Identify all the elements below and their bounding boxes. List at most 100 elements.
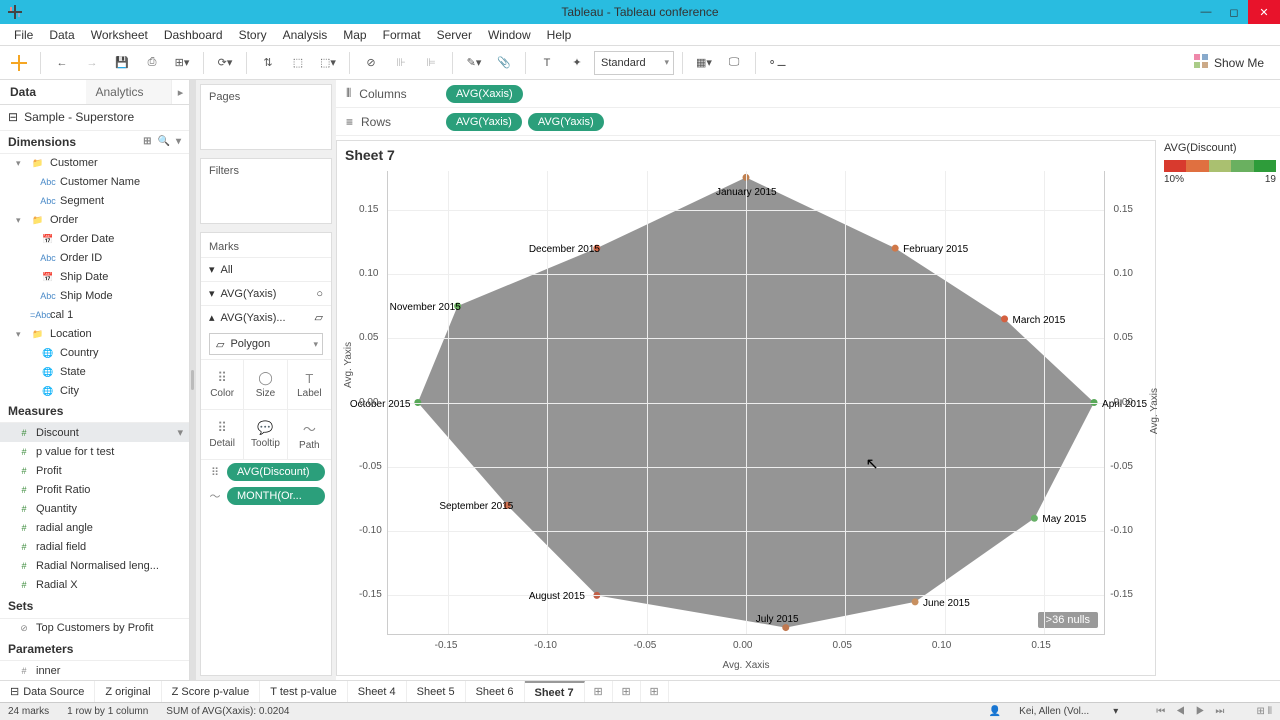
status-user[interactable]: Kei, Allen (Vol... <box>1019 706 1089 717</box>
new-dashboard-button[interactable]: ⊞ <box>613 681 641 702</box>
sheet-tab[interactable]: Z Score p-value <box>162 681 261 702</box>
pin-button[interactable]: 📎 <box>491 50 517 76</box>
totals-button[interactable]: ⊪ <box>388 50 414 76</box>
sheet-tab[interactable]: Sheet 5 <box>407 681 466 702</box>
refresh-button[interactable]: ⟳▾ <box>212 50 238 76</box>
menu-help[interactable]: Help <box>539 28 580 42</box>
dim-item[interactable]: AbcShip Mode <box>0 287 189 306</box>
nav-controls[interactable]: ⏮ ◀ ▶ ⏭ <box>1156 706 1228 717</box>
totals2-button[interactable]: ⊫ <box>418 50 444 76</box>
new-story-button[interactable]: ⊞ <box>641 681 669 702</box>
show-cards-button[interactable]: ▦▾ <box>691 50 717 76</box>
menu-data[interactable]: Data <box>41 28 82 42</box>
dim-item[interactable]: AbcOrder ID <box>0 249 189 268</box>
maximize-button[interactable]: ◻ <box>1220 0 1248 24</box>
pages-shelf[interactable]: Pages <box>200 84 332 150</box>
columns-pill[interactable]: AVG(Xaxis) <box>446 85 523 103</box>
rows-pill-2[interactable]: AVG(Yaxis) <box>528 113 604 131</box>
param-item[interactable]: #inner <box>0 661 189 680</box>
datasource-tab[interactable]: ⊟Data Source <box>0 681 95 702</box>
sheet-tab[interactable]: Sheet 6 <box>466 681 525 702</box>
show-me-button[interactable]: Show Me <box>1184 54 1274 71</box>
dim-item[interactable]: ▾📁Location <box>0 325 189 344</box>
present-button[interactable]: 🖵 <box>721 50 747 76</box>
viz-canvas[interactable]: Sheet 7 >36 nulls January 2015February 2… <box>336 140 1156 676</box>
dim-item[interactable]: 🌐City <box>0 382 189 400</box>
format-button[interactable]: ✦ <box>564 50 590 76</box>
menu-icon[interactable]: ▾ <box>176 136 181 147</box>
dim-item[interactable]: 🌐State <box>0 363 189 382</box>
datasource-row[interactable]: ⊟ Sample - Superstore <box>0 105 189 130</box>
mark-card-path[interactable]: 〜Path <box>288 410 331 460</box>
dim-item[interactable]: AbcSegment <box>0 192 189 211</box>
analytics-tab[interactable]: Analytics <box>86 80 172 104</box>
minimize-button[interactable]: — <box>1192 0 1220 24</box>
rows-pill-1[interactable]: AVG(Yaxis) <box>446 113 522 131</box>
sort-desc-button[interactable]: ⬚▾ <box>315 50 341 76</box>
marks-y2-row[interactable]: ▴AVG(Yaxis)...▱ <box>201 305 331 329</box>
measure-item[interactable]: #Profit Ratio <box>0 480 189 499</box>
filmstrip-icon[interactable]: ⊞ ⦀ <box>1256 706 1272 717</box>
mark-card-detail[interactable]: ⠿Detail <box>201 410 244 460</box>
measure-item[interactable]: #Quantity <box>0 499 189 518</box>
sheet-tab[interactable]: Z original <box>95 681 161 702</box>
measure-item[interactable]: #Profit <box>0 461 189 480</box>
save-button[interactable]: 💾 <box>109 50 135 76</box>
marktype-dropdown[interactable]: ▱Polygon <box>209 333 323 355</box>
nulls-badge[interactable]: >36 nulls <box>1038 612 1098 628</box>
share-button[interactable]: ⚬⚊ <box>764 50 790 76</box>
drag-handle[interactable] <box>190 80 196 680</box>
forward-button[interactable]: → <box>79 50 105 76</box>
swap-button[interactable]: ⇅ <box>255 50 281 76</box>
measure-item[interactable]: #Radial X <box>0 575 189 594</box>
back-button[interactable]: ← <box>49 50 75 76</box>
color-pill-row[interactable]: ⠿AVG(Discount) <box>201 460 331 484</box>
mark-card-size[interactable]: ◯Size <box>244 360 287 410</box>
menu-format[interactable]: Format <box>375 28 429 42</box>
menu-worksheet[interactable]: Worksheet <box>83 28 156 42</box>
group-button[interactable]: ⊘ <box>358 50 384 76</box>
fit-dropdown[interactable]: Standard <box>594 51 674 75</box>
new-datasource-button[interactable]: ⎙ <box>139 50 165 76</box>
dim-item[interactable]: AbcCustomer Name <box>0 173 189 192</box>
menu-map[interactable]: Map <box>335 28 374 42</box>
menu-window[interactable]: Window <box>480 28 539 42</box>
label-button[interactable]: T <box>534 50 560 76</box>
sort-asc-button[interactable]: ⬚ <box>285 50 311 76</box>
dim-item[interactable]: 📅Order Date <box>0 230 189 249</box>
measure-item[interactable]: #Discount▾ <box>0 423 189 442</box>
menu-dashboard[interactable]: Dashboard <box>156 28 231 42</box>
color-legend[interactable]: AVG(Discount) 10%19 <box>1160 136 1280 680</box>
search-icon[interactable]: 🔍 <box>158 136 170 147</box>
close-button[interactable]: ✕ <box>1248 0 1280 24</box>
dim-item[interactable]: ▾📁Order <box>0 211 189 230</box>
new-worksheet-button[interactable]: ⊞ <box>585 681 613 702</box>
data-tab[interactable]: Data <box>0 80 86 104</box>
view-icon[interactable]: ⊞ <box>143 136 151 147</box>
measure-item[interactable]: #radial field <box>0 537 189 556</box>
measure-item[interactable]: #radial angle <box>0 518 189 537</box>
rows-shelf[interactable]: ≡Rows AVG(Yaxis) AVG(Yaxis) <box>336 108 1280 136</box>
dim-item[interactable]: ▾📁Customer <box>0 154 189 173</box>
sheet-tab[interactable]: Sheet 7 <box>525 681 585 702</box>
path-pill-row[interactable]: 〜MONTH(Or... <box>201 484 331 508</box>
new-sheet-button[interactable]: ⊞▾ <box>169 50 195 76</box>
measure-item[interactable]: #p value for t test <box>0 442 189 461</box>
menu-file[interactable]: File <box>6 28 41 42</box>
menu-story[interactable]: Story <box>231 28 275 42</box>
marks-all-row[interactable]: ▾All <box>201 257 331 281</box>
dim-item[interactable]: =Abccal 1 <box>0 306 189 325</box>
pane-menu-icon[interactable]: ▸ <box>171 80 189 104</box>
menu-analysis[interactable]: Analysis <box>275 28 336 42</box>
dim-item[interactable]: 📅Ship Date <box>0 268 189 287</box>
set-item[interactable]: ⊘Top Customers by Profit <box>0 619 189 638</box>
mark-card-tooltip[interactable]: 💬Tooltip <box>244 410 287 460</box>
mark-card-color[interactable]: ⠿Color <box>201 360 244 410</box>
filters-shelf[interactable]: Filters <box>200 158 332 224</box>
columns-shelf[interactable]: ⦀Columns AVG(Xaxis) <box>336 80 1280 108</box>
dim-item[interactable]: 🌐Country <box>0 344 189 363</box>
sheet-tab[interactable]: Sheet 4 <box>348 681 407 702</box>
tableau-logo-icon[interactable] <box>6 50 32 76</box>
highlight-button[interactable]: ✎▾ <box>461 50 487 76</box>
measure-item[interactable]: #Radial Normalised leng... <box>0 556 189 575</box>
